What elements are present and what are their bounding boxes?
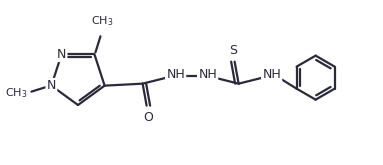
Text: NH: NH bbox=[166, 68, 185, 81]
Text: NH: NH bbox=[198, 68, 217, 81]
Text: CH$_3$: CH$_3$ bbox=[91, 15, 114, 28]
Text: N: N bbox=[47, 79, 56, 92]
Text: S: S bbox=[229, 44, 237, 57]
Text: CH$_3$: CH$_3$ bbox=[5, 86, 27, 99]
Text: NH: NH bbox=[262, 68, 281, 81]
Text: N: N bbox=[57, 48, 66, 61]
Text: O: O bbox=[143, 111, 153, 124]
